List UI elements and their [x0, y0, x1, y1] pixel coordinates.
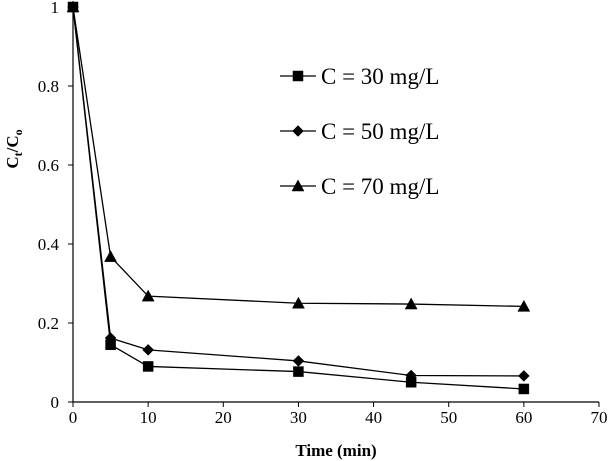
- x-tick-label: 10: [140, 408, 157, 427]
- legend-marker-triangle: [291, 179, 305, 192]
- x-tick-label: 0: [69, 408, 78, 427]
- y-tick-label: 1: [51, 0, 60, 17]
- y-axis-title-main: C: [3, 156, 22, 168]
- y-tick-label: 0.2: [38, 314, 59, 333]
- y-ticks: 0 0.2 0.4 0.6 0.8 1: [38, 0, 73, 412]
- legend: C = 30 mg/L C = 50 mg/L C = 70 mg/L: [280, 64, 439, 199]
- x-axis-title: Time (min): [295, 441, 376, 460]
- legend-item: C = 30 mg/L: [280, 64, 439, 89]
- y-tick-label: 0.8: [38, 77, 59, 96]
- data-point-diamond: [104, 332, 117, 344]
- series-line: [72, 6, 524, 377]
- legend-item: C = 50 mg/L: [280, 119, 439, 144]
- y-tick-label: 0.6: [38, 156, 59, 175]
- data-point-diamond: [405, 369, 417, 382]
- data-point-triangle: [104, 250, 117, 262]
- y-tick-label: 0: [51, 393, 60, 412]
- legend-label: C = 50 mg/L: [321, 119, 439, 144]
- data-point-triangle: [141, 289, 155, 302]
- legend-marker-diamond: [292, 125, 304, 137]
- axes: [72, 7, 599, 403]
- legend-item: C = 70 mg/L: [280, 174, 439, 199]
- x-tick-label: 40: [365, 408, 382, 427]
- data-point-triangle: [517, 299, 531, 312]
- data-point-square: [142, 361, 154, 372]
- x-tick-label: 50: [440, 408, 457, 427]
- legend-marker-square: [292, 70, 304, 82]
- x-ticks: 0 10 20 30 40 50 60 70: [69, 402, 608, 427]
- data-point-triangle: [404, 297, 418, 310]
- legend-label: C = 70 mg/L: [321, 174, 439, 199]
- y-axis-title: Ct/Co: [3, 129, 25, 168]
- series-diamond: [67, 1, 530, 382]
- data-point-diamond: [518, 370, 530, 382]
- x-tick-label: 30: [290, 408, 307, 427]
- data-point-square: [293, 366, 304, 377]
- series-line: [72, 6, 524, 390]
- y-axis-title-sub-t: t: [11, 152, 25, 156]
- data-point-diamond: [292, 355, 305, 367]
- series-square: [67, 1, 530, 395]
- y-tick-label: 0.4: [38, 235, 60, 254]
- y-axis-title-sub-o: o: [11, 129, 25, 135]
- y-axis-title-slash: /C: [3, 135, 22, 153]
- data-point-square: [518, 383, 530, 395]
- series-layer: [66, 0, 531, 395]
- legend-label: C = 30 mg/L: [321, 64, 439, 89]
- series-triangle: [66, 0, 531, 312]
- x-tick-label: 20: [215, 408, 232, 427]
- series-line: [72, 6, 524, 308]
- data-point-diamond: [142, 344, 154, 356]
- data-point-triangle: [66, 0, 80, 13]
- x-tick-label: 60: [515, 408, 532, 427]
- x-tick-label: 70: [591, 408, 608, 427]
- data-point-triangle: [292, 296, 305, 309]
